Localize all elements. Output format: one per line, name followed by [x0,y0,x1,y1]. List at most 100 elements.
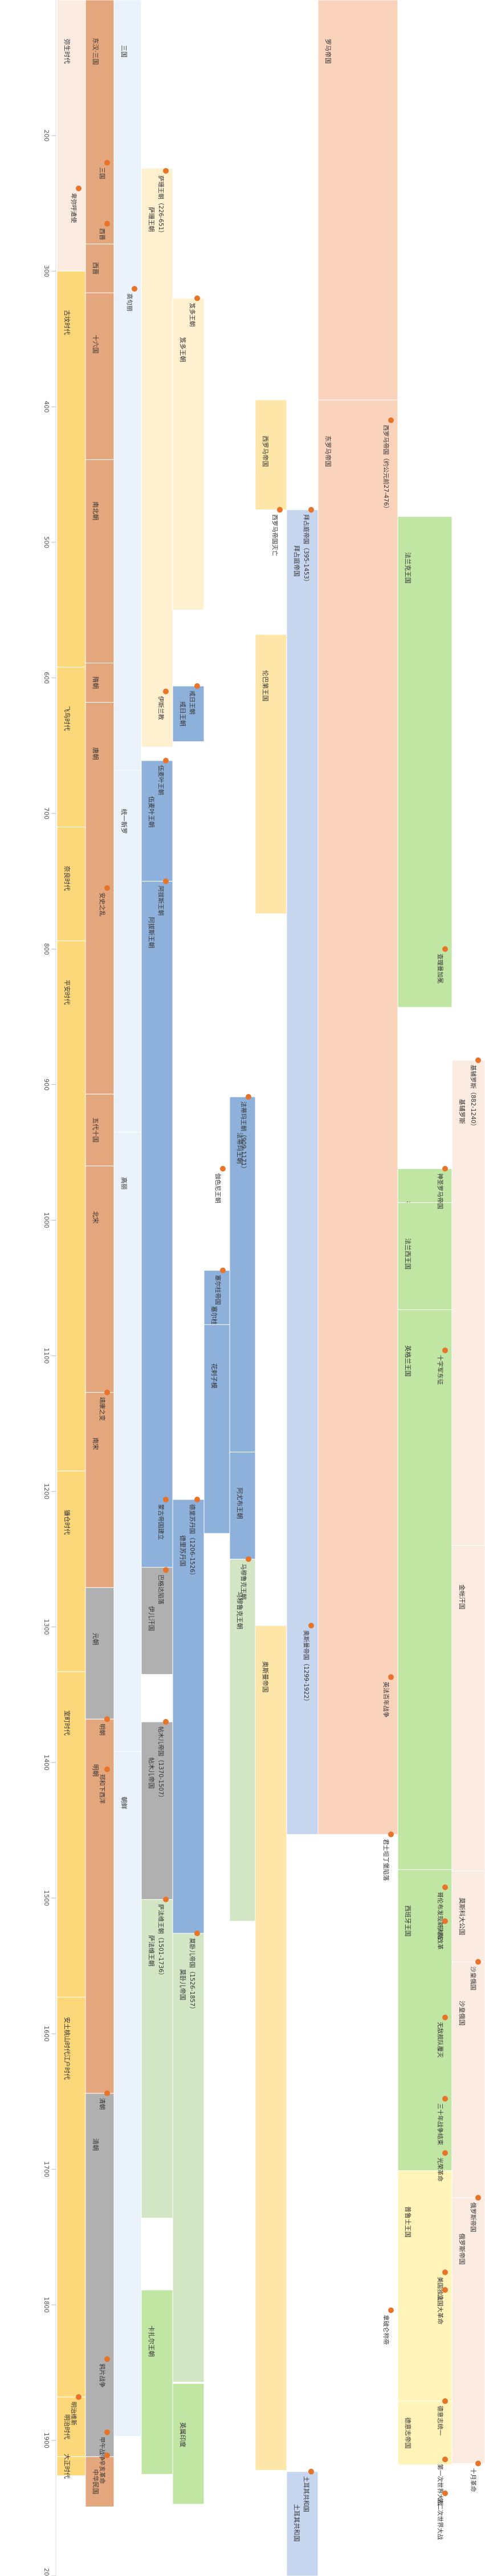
period-label: 朝鲜 [120,1797,128,1809]
event-label: 卑弥呼遣使 [70,193,78,223]
event-label: 笈多王朝 [189,303,196,326]
period-band [172,1499,205,1934]
period-label: 飞鸟时代 [63,706,71,731]
event-label: 巴格达陷落 [157,1574,165,1605]
axis-tick-label: 1700 [43,2161,50,2177]
event-marker [163,1896,169,1903]
period-label: 笈多王朝 [179,337,187,362]
event-marker [442,2287,448,2293]
event-marker [163,1718,169,1725]
event-label: 光荣革命 [437,2158,444,2182]
period-band [451,2197,485,2464]
event-label: 宗教改革 [437,1926,444,1950]
event-label: 沙皇俄国 [470,1966,477,1990]
period-label: 伊儿汗国 [148,1606,155,1631]
event-marker [104,1389,110,1395]
period-band [56,1671,86,1998]
event-label: 十月革命 [470,2468,477,2493]
period-label: 五代十国 [92,1117,100,1142]
period-band [56,271,86,668]
period-band [229,1096,256,1452]
period-label: 北宋 [92,1211,100,1223]
period-label: 统一新罗 [120,809,128,834]
period-label: 罗马帝国 [324,39,332,64]
period-label: 明朝 [92,1764,99,1777]
period-band [85,2093,115,2457]
axis-tick-label: 400 [43,401,50,413]
event-marker [132,285,137,292]
period-label: 南北朝 [92,501,99,520]
event-marker [104,2429,110,2435]
period-band [85,1093,115,1166]
period-label: 镰仓时代 [63,1510,71,1535]
event-label: 辛亥革命 [99,2460,106,2484]
event-marker [194,683,200,689]
axis-background [0,0,57,2576]
event-label: 法国大革命 [437,2295,444,2325]
period-label: 沙皇俄国 [458,2001,466,2026]
period-label: 南宋 [92,1438,100,1450]
event-marker [442,2096,448,2102]
event-label: 伊斯兰教 [157,696,165,720]
axis-tick-label: 1200 [43,1483,50,1499]
event-label: 英法百年战争 [382,1681,390,1717]
period-label: 普鲁士王国 [404,2206,412,2238]
axis-tick-label: 1300 [43,1619,50,1635]
event-marker [388,1674,394,1680]
axis-tick-label: 1000 [43,1213,50,1228]
period-band [451,1545,485,1872]
period-label: 俄罗斯帝国 [458,2234,466,2265]
period-band [172,685,205,742]
period-label: 萨法维王朝 [148,1935,156,1966]
event-marker [104,885,110,891]
event-marker [308,1622,314,1628]
period-label: 奥斯曼帝国 [262,1661,270,1692]
period-band [85,702,115,1095]
event-marker [475,2460,481,2467]
period-band [85,1392,115,1588]
period-label: 基辅罗斯 [458,1099,466,1124]
event-label: 查理曼加冕 [437,954,444,984]
axis-tick-label: 1900 [43,2432,50,2448]
event-label: 帖木儿帝国（1370-1507） [157,1726,165,1801]
event-marker [104,160,110,166]
period-label: 室町时代 [63,1710,71,1736]
event-label: 伍麦叶王朝 [157,765,164,795]
event-marker [104,221,110,227]
period-band [397,2401,453,2465]
period-band [451,1871,485,1962]
event-marker [388,417,394,423]
period-band [397,516,453,1008]
event-label: 君士坦丁堡陷落 [382,1839,390,1881]
event-marker [442,2398,448,2404]
event-marker [104,2356,110,2362]
event-marker [442,2014,448,2020]
event-label: 奥斯曼帝国（1299-1922） [303,1630,310,1705]
event-marker [104,1766,110,1773]
axis-tick-label: 300 [43,265,50,277]
period-band [172,297,205,611]
axis-tick-label: 1500 [43,1890,50,1906]
axis-tick-label: 700 [43,807,50,819]
event-label: 美国独立 [437,2277,444,2301]
period-label: 莫斯科大公国 [458,1897,466,1935]
period-band [317,399,398,1835]
period-label: 英属印度 [179,2422,187,2447]
event-label: 十字军东征 [437,1355,444,1385]
period-band [172,2383,205,2505]
event-label: 马穆鲁克王朝 [240,1563,247,1599]
period-band [255,634,287,915]
period-band [56,667,86,827]
event-marker [442,1884,448,1891]
event-label: 戒日王朝 [189,691,195,715]
period-label: 法兰西王国 [404,1238,412,1269]
period-band [85,0,115,244]
axis-tick-label: 1400 [43,1754,50,1770]
event-marker [442,1166,448,1172]
period-label: 伦巴第王国 [262,670,270,701]
event-label: 基辅罗斯（882-1240） [470,1065,477,1130]
event-label: 神圣罗马帝国 [437,1173,444,1209]
period-label: 弥生时代 [63,39,71,64]
period-band [113,0,142,771]
year-axis: 200 300 400 500 600 700 800 900 1000 1100 1200 1300… [0,0,57,2576]
